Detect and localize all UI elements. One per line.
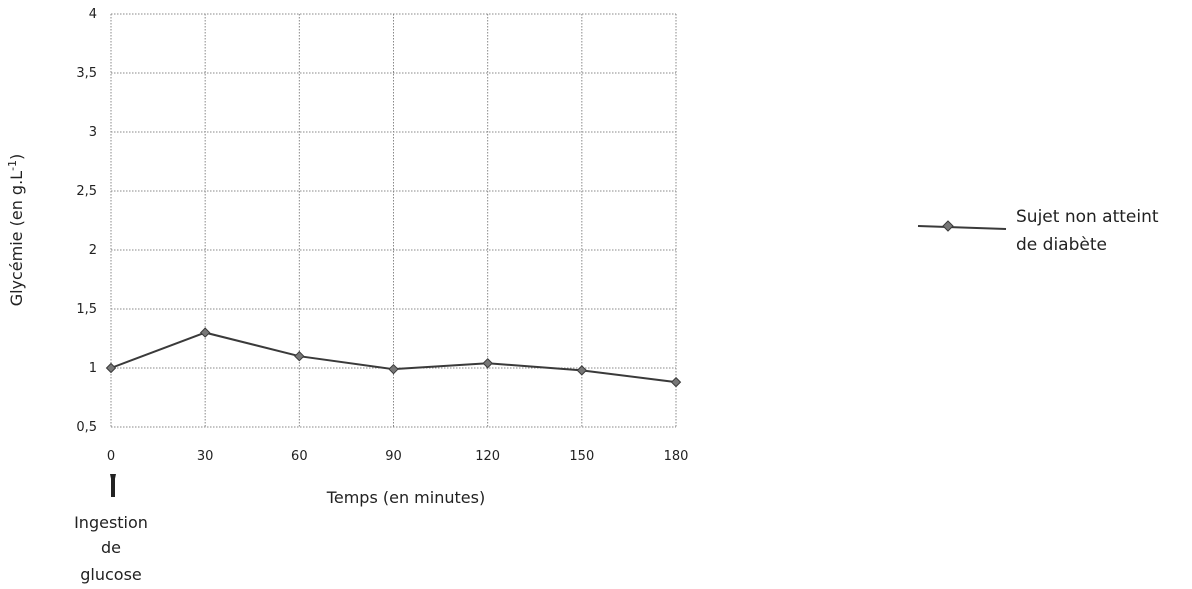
x-axis-ticks: 0 30 60 90 120 150 180 bbox=[107, 449, 689, 464]
x-tick-label: 90 bbox=[385, 449, 402, 464]
y-axis-ticks: 0,5 1 1,5 2 2,5 3 3,5 4 bbox=[76, 7, 97, 435]
y-axis-title: Glycémie (en g.L-1) bbox=[6, 154, 26, 307]
legend-line-sample bbox=[917, 225, 1007, 230]
y-tick-label: 2 bbox=[89, 243, 97, 258]
data-point bbox=[294, 350, 305, 362]
data-point bbox=[199, 327, 211, 338]
y-tick-label: 4 bbox=[89, 7, 97, 22]
data-point bbox=[482, 358, 493, 369]
annotation-line-1: Ingestion bbox=[74, 513, 148, 532]
y-axis-title-main: Glycémie (en g.L bbox=[7, 171, 26, 306]
annotation-line-3: glucose bbox=[80, 565, 142, 584]
y-axis-title-superscript: -1 bbox=[6, 160, 19, 171]
y-tick-label: 0,5 bbox=[76, 420, 97, 435]
legend: Sujet non atteint de diabète bbox=[917, 207, 1159, 255]
y-tick-label: 3 bbox=[89, 125, 97, 140]
x-tick-label: 30 bbox=[197, 449, 214, 464]
annotation-line-2: de bbox=[101, 538, 121, 557]
x-axis-title: Temps (en minutes) bbox=[326, 488, 485, 507]
x-tick-label: 120 bbox=[475, 449, 500, 464]
y-tick-label: 1 bbox=[89, 361, 97, 376]
data-point bbox=[388, 363, 399, 375]
data-point bbox=[576, 365, 588, 376]
x-tick-label: 60 bbox=[291, 449, 308, 464]
ingestion-annotation: Ingestion de glucose bbox=[74, 474, 148, 584]
x-tick-label: 180 bbox=[664, 449, 689, 464]
up-arrow-icon bbox=[110, 474, 116, 497]
x-tick-label: 0 bbox=[107, 449, 115, 464]
series-line bbox=[105, 327, 682, 388]
data-point bbox=[105, 362, 117, 374]
legend-marker bbox=[942, 220, 954, 232]
y-axis-title-end: ) bbox=[7, 154, 26, 160]
legend-label-line-1: Sujet non atteint bbox=[1016, 207, 1159, 227]
legend-label-line-2: de diabète bbox=[1016, 235, 1107, 255]
y-tick-label: 2,5 bbox=[76, 184, 97, 199]
data-point bbox=[670, 376, 682, 388]
x-tick-label: 150 bbox=[569, 449, 594, 464]
y-tick-label: 3,5 bbox=[76, 66, 97, 81]
y-tick-label: 1,5 bbox=[76, 302, 97, 317]
